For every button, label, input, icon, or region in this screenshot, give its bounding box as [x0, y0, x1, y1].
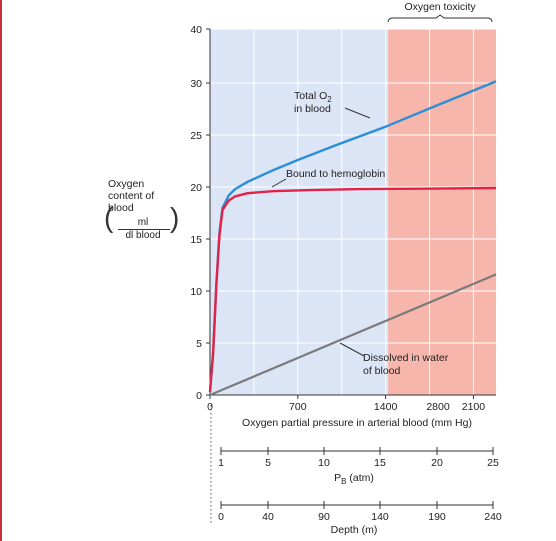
series-label-total-o2-line2: in blood: [294, 103, 331, 115]
region-normal: [210, 29, 389, 395]
series-label-total-o2: Total O2: [294, 90, 332, 104]
toxicity-label: Oxygen toxicity: [404, 1, 476, 13]
depth-tick-label-0: 0: [218, 511, 224, 523]
y-tick-label-0: 0: [196, 390, 202, 402]
series-line-1: [208, 186, 497, 392]
y-tick-label-15: 15: [190, 234, 202, 246]
series-line-2: [209, 273, 497, 397]
depth-tick-label-190: 190: [428, 511, 446, 523]
pb-tick-label-10: 10: [318, 457, 330, 469]
y-tick-label-20: 20: [190, 182, 202, 194]
leader-bound-hemoglobin: [271, 178, 287, 188]
depth-tick-label-240: 240: [484, 511, 502, 523]
x-tick-label-1400: 1400: [374, 401, 398, 413]
pb-tick-label-20: 20: [431, 457, 443, 469]
x-tick-label-2100: 2100: [462, 401, 486, 413]
y-axis-label-line-2: content of: [108, 190, 155, 202]
depth-tick-label-40: 40: [262, 511, 274, 523]
leader-dissolved: [339, 342, 365, 357]
left-paren: (: [104, 202, 114, 233]
series-label-dissolved-line2: of blood: [363, 365, 401, 377]
depth-axis-label: Depth (m): [331, 524, 378, 536]
series-label-bound-hemoglobin: Bound to hemoglobin: [286, 168, 385, 180]
series-label-dissolved: Dissolved in water: [363, 352, 449, 364]
x-tick-label-0: 0: [207, 401, 213, 413]
y-unit-numerator: ml: [137, 217, 149, 228]
y-axis-unit: ( ml dl blood ): [104, 204, 180, 244]
y-tick-label-10: 10: [190, 286, 202, 298]
y-tick-label-30: 30: [190, 78, 202, 90]
left-edge-line: [0, 0, 2, 541]
x-axis-label: Oxygen partial pressure in arterial bloo…: [242, 417, 472, 429]
pb-tick-label-5: 5: [265, 457, 271, 469]
y-axis-label: Oxygen content of blood ( ml dl blood ): [104, 178, 188, 244]
y-tick-label-40: 40: [190, 24, 202, 36]
y-unit-denominator: dl blood: [125, 230, 161, 241]
x-tick-label-700: 700: [289, 401, 307, 413]
depth-tick-label-90: 90: [318, 511, 330, 523]
y-tick-label-25: 25: [190, 130, 202, 142]
region-toxicity: [388, 29, 496, 395]
pb-tick-label-1: 1: [218, 457, 224, 469]
right-paren: ): [170, 202, 180, 233]
pb-tick-label-15: 15: [374, 457, 386, 469]
x-tick-label-2800: 2800: [426, 401, 450, 413]
leader-total-o2: [344, 107, 371, 119]
y-unit-fraction-bar: [118, 229, 170, 230]
depth-tick-label-140: 140: [371, 511, 389, 523]
y-axis-label-line-1: Oxygen: [108, 178, 145, 190]
pb-tick-label-25: 25: [487, 457, 499, 469]
toxicity-bracket: [387, 14, 493, 23]
y-axis-label-line-3: blood: [108, 202, 134, 214]
y-tick-label-5: 5: [196, 338, 202, 350]
pb-axis-label: PB (atm): [334, 472, 374, 486]
